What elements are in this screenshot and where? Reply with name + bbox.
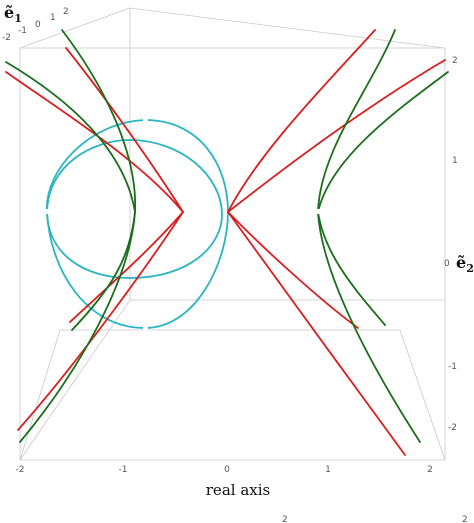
- red-branch-left-lower: [17, 211, 184, 431]
- y-tick-label: 0: [444, 259, 450, 269]
- z-tick-label: -1: [18, 26, 27, 36]
- green-branch-right-upper-back: [317, 71, 449, 213]
- y-tick-label: 2: [452, 56, 458, 66]
- green-branch-left-upper-back: [61, 29, 136, 213]
- z-tick-label: 2: [63, 7, 69, 17]
- z-tick-label: -2: [2, 33, 11, 43]
- cyan-loop-front: [46, 119, 229, 329]
- y-tick-label: -1: [448, 362, 457, 372]
- gap-mark: [143, 116, 148, 124]
- x-axis-label: real axis: [206, 481, 270, 499]
- page-fragment-text: 2: [282, 515, 288, 523]
- z-axis-label: ẽ1: [4, 3, 22, 25]
- z-tick-label: 0: [35, 20, 41, 30]
- green-branch-right-lower: [317, 211, 421, 443]
- box-right-depth: [19, 329, 446, 461]
- z-tick-label: 1: [50, 13, 56, 23]
- curves: [5, 29, 449, 456]
- red-branch-right-lower: [227, 211, 406, 456]
- y-tick-label: 1: [452, 156, 458, 166]
- z-axis-label-sub: 1: [14, 12, 22, 25]
- x-tick-label: 2: [427, 465, 433, 475]
- red-branch-left-lower-back: [69, 211, 184, 323]
- x-tick-label: -2: [16, 465, 25, 475]
- red-branch-right-upper: [227, 29, 376, 213]
- gap-mark: [43, 209, 51, 214]
- box-back-edges: [19, 7, 446, 461]
- plot-box: [19, 7, 446, 461]
- green-branch-left-upper: [5, 61, 136, 213]
- x-tick-label: 1: [325, 465, 331, 475]
- x-tick-label: 0: [224, 465, 230, 475]
- page-fragment-text: 2: [462, 515, 468, 523]
- y-axis: 2 1 0 -1 -2 ẽ2: [444, 56, 474, 433]
- y-axis-label: ẽ2: [456, 253, 474, 275]
- x-axis: -2 -1 0 1 2 real axis: [16, 465, 433, 499]
- z-axis-label-main: ẽ: [4, 3, 14, 22]
- y-axis-label-sub: 2: [466, 262, 474, 275]
- gap-mark: [143, 324, 148, 332]
- gap-mark: [316, 209, 321, 214]
- z-axis: ẽ1 -2 -1 0 1 2: [2, 3, 69, 43]
- y-tick-label: -2: [448, 423, 457, 433]
- y-axis-label-main: ẽ: [456, 253, 466, 272]
- red-branch-right-lower-back: [227, 211, 359, 329]
- x-tick-label: -1: [119, 465, 128, 475]
- green-branch-left-lower-back: [71, 211, 136, 331]
- red-branch-right-upper-back: [227, 59, 446, 213]
- cyan-loop-back: [46, 139, 223, 279]
- red-branch-left-upper: [5, 71, 184, 213]
- green-branch-right-lower-back: [317, 211, 386, 326]
- occlusion-gaps: [43, 116, 321, 332]
- green-branch-right-upper: [317, 29, 396, 213]
- red-branch-left-upper-back: [65, 47, 184, 213]
